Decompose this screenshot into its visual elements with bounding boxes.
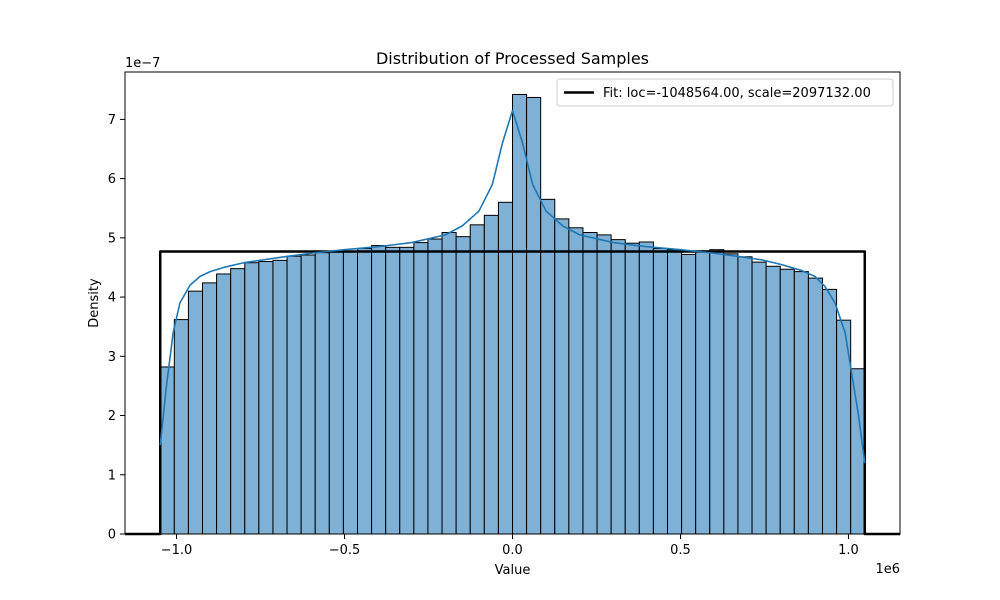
histogram-bar: [455, 236, 471, 535]
y-tick-label: 6: [108, 172, 116, 187]
histogram-bar: [695, 250, 711, 535]
x-tick-label: 1.0: [838, 543, 859, 558]
histogram-bar: [709, 249, 725, 535]
histogram-bar: [681, 253, 697, 535]
histogram-bar: [723, 253, 739, 535]
histogram-bar: [216, 273, 232, 535]
legend: Fit: loc=-1048564.00, scale=2097132.00: [556, 78, 894, 107]
histogram-bar: [596, 234, 612, 535]
histogram-bar: [624, 242, 640, 535]
histogram-bar: [765, 265, 781, 535]
histogram-bar: [187, 290, 203, 535]
histogram-bar: [554, 218, 570, 535]
y-tick-label: 5: [108, 231, 116, 246]
histogram-bar: [751, 261, 767, 535]
y-tick-label: 4: [108, 291, 116, 306]
histogram-bar: [314, 252, 330, 535]
histogram-bar: [399, 246, 415, 535]
legend-box: [556, 78, 894, 107]
histogram-bar: [638, 241, 654, 535]
y-tick-label: 2: [108, 409, 116, 424]
x-axis-ticks: −1.0 −0.5 0.0 0.5 1.0: [161, 534, 859, 558]
histogram-bar: [427, 238, 443, 535]
x-tick-label: −0.5: [329, 543, 361, 558]
histogram-bar: [779, 268, 795, 535]
histogram-bar: [173, 319, 189, 535]
histogram-bar: [512, 94, 528, 535]
histogram-bar: [413, 242, 429, 535]
y-axis-ticks: 0 1 2 3 4 5 6 7: [108, 113, 125, 543]
chart-title: Distribution of Processed Samples: [376, 49, 649, 68]
y-axis-offset-text: 1e−7: [125, 56, 160, 71]
histogram-bar: [201, 282, 218, 535]
histogram-bar: [652, 248, 669, 535]
histogram-bar: [540, 198, 556, 535]
histogram-bar: [822, 288, 838, 535]
histogram-bar: [385, 246, 401, 535]
histogram-bar: [258, 261, 274, 535]
histogram-bar: [793, 271, 809, 535]
histogram-bar: [582, 232, 598, 535]
x-tick-label: −1.0: [161, 543, 193, 558]
histogram-bar: [272, 259, 288, 535]
y-tick-label: 1: [108, 468, 116, 483]
kde-line: [159, 109, 866, 464]
histogram-bar: [230, 268, 246, 535]
x-tick-label: 0.0: [502, 543, 523, 558]
histogram-bar: [371, 245, 387, 535]
histogram-bar: [328, 251, 344, 535]
histogram-bar: [610, 239, 626, 535]
histogram-bar: [244, 262, 260, 535]
x-tick-label: 0.5: [670, 543, 691, 558]
histogram-bar: [342, 250, 359, 535]
histogram-bar: [469, 224, 485, 535]
histogram-bar: [737, 256, 753, 535]
histogram-bar: [286, 255, 302, 535]
histogram-bar: [441, 232, 457, 535]
histogram-bar: [300, 254, 316, 535]
y-tick-label: 7: [108, 113, 116, 128]
y-tick-label: 0: [108, 528, 116, 543]
histogram-bar: [159, 366, 175, 535]
histogram-bar: [483, 214, 499, 535]
histogram-bar: [357, 248, 373, 535]
histogram-bar: [568, 227, 584, 535]
y-tick-label: 3: [108, 350, 116, 365]
histogram-bar: [807, 277, 824, 535]
histogram-bar: [667, 249, 683, 535]
x-axis-label: Value: [495, 563, 531, 578]
x-axis-offset-text: 1e6: [875, 562, 900, 577]
histogram-bar: [526, 96, 542, 535]
y-axis-label: Density: [87, 278, 102, 328]
legend-fit-label: Fit: loc=-1048564.00, scale=2097132.00: [603, 86, 871, 101]
